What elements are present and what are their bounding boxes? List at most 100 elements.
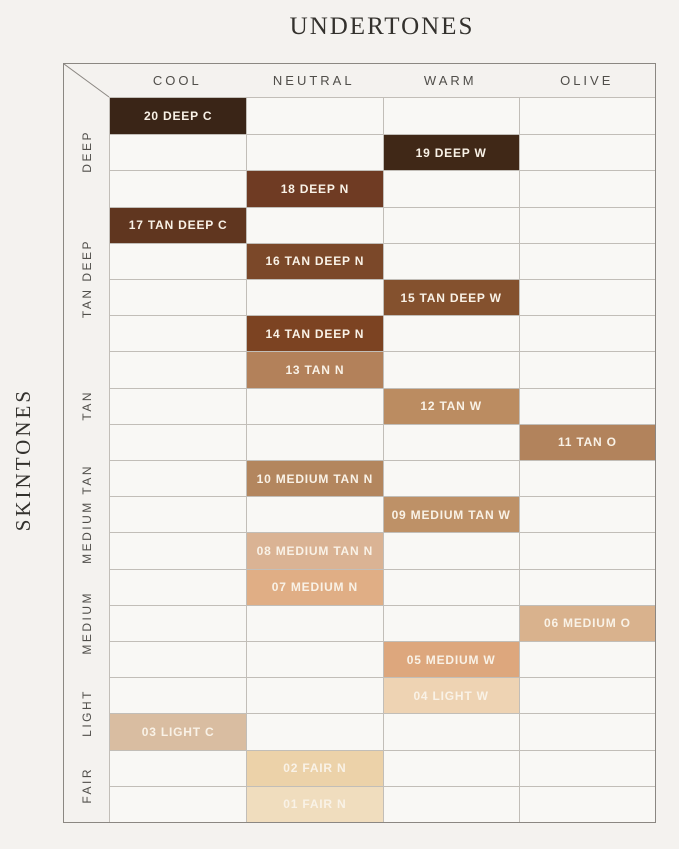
grid-cell [246, 134, 383, 171]
skintone-group-column: DEEP TAN DEEP TAN MEDIUM TAN MEDIUM LIGHT FAIR [64, 97, 109, 822]
shade-swatch: 05 MEDIUM W [383, 642, 519, 678]
grid-cell [382, 460, 519, 497]
skintone-group-light: LIGHT [64, 677, 109, 750]
grid-cell [518, 170, 655, 207]
shade-swatch: 19 DEEP W [383, 135, 519, 171]
undertone-header-olive: OLIVE [560, 73, 614, 88]
grid-cell [518, 641, 655, 678]
shade-swatch: 14 TAN DEEP N [247, 316, 383, 352]
grid-cell [518, 98, 655, 135]
shade-label: 08 MEDIUM TAN N [256, 543, 374, 558]
shade-label: 14 TAN DEEP N [265, 326, 365, 341]
grid-cell: 01 FAIR N [246, 785, 383, 822]
shade-label: 05 MEDIUM W [406, 652, 496, 667]
grid-cell [518, 242, 655, 279]
shade-swatch: 17 TAN DEEP C [110, 207, 247, 243]
grid-cell [246, 98, 382, 135]
grid-cell [382, 315, 519, 352]
shade-swatch: 18 DEEP N [247, 171, 383, 207]
skintone-group-label: MEDIUM [79, 590, 94, 655]
shade-label: 10 MEDIUM TAN N [256, 471, 374, 486]
grid-cell: 03 LIGHT C [110, 713, 247, 750]
shade-swatch: 15 TAN DEEP W [383, 280, 519, 316]
grid-cell [382, 568, 519, 605]
corner-diagonal-line [64, 64, 110, 98]
grid-cell [110, 351, 247, 387]
shade-grid: 20 DEEP C 19 DEEP W 18 DEEP N 17 TAN DEEP C… [109, 97, 655, 822]
grid-cell: 18 DEEP N [246, 170, 383, 207]
grid-cell [110, 423, 247, 460]
grid-cell [110, 170, 247, 206]
shade-label: 17 TAN DEEP C [128, 218, 228, 233]
shade-label: 04 LIGHT W [413, 688, 489, 703]
grid-cell [110, 532, 247, 568]
grid-cell [246, 279, 383, 316]
shade-label: 16 TAN DEEP N [265, 254, 365, 269]
grid-cell [110, 785, 247, 822]
grid-cell: 07 MEDIUM N [246, 568, 383, 605]
grid-cell: 19 DEEP W [382, 134, 519, 171]
grid-cell [518, 785, 655, 822]
shade-swatch: 11 TAN O [519, 424, 655, 460]
grid-cell [518, 206, 655, 243]
grid-cell [110, 315, 247, 351]
grid-cell [382, 532, 519, 569]
grid-cell [518, 532, 655, 569]
grid-cell [110, 604, 247, 641]
skintone-group-label: MEDIUM TAN [79, 463, 94, 564]
skintone-group-tan-deep: TAN DEEP [64, 206, 109, 351]
grid-cell [110, 677, 247, 713]
skintones-axis-label: SKINTONES [2, 97, 44, 823]
shade-swatch: 16 TAN DEEP N [247, 243, 383, 279]
grid-cell: 14 TAN DEEP N [246, 315, 383, 352]
grid-cell: 10 MEDIUM TAN N [246, 460, 383, 497]
undertone-header-neutral: NEUTRAL [272, 73, 355, 88]
grid-cell [246, 713, 383, 750]
grid-cell [382, 206, 519, 243]
skintone-group-tan: TAN [64, 351, 109, 460]
grid-cell [518, 387, 655, 424]
grid-cell [518, 134, 655, 171]
shade-swatch: 01 FAIR N [247, 786, 383, 822]
grid-cell [110, 641, 247, 677]
grid-cell [246, 641, 383, 678]
shade-label: 20 DEEP C [143, 109, 213, 124]
shade-label: 11 TAN O [557, 435, 617, 450]
skintone-group-label: LIGHT [79, 689, 94, 738]
shade-label: 13 TAN N [285, 362, 345, 377]
shade-swatch: 06 MEDIUM O [519, 605, 655, 641]
grid-cell [518, 713, 655, 750]
undertone-header-cool: COOL [152, 73, 202, 88]
grid-cell [246, 496, 383, 533]
shade-swatch: 08 MEDIUM TAN N [247, 533, 383, 569]
undertone-header-warm: WARM [423, 73, 477, 88]
grid-cell [518, 460, 655, 497]
skintone-group-label: FAIR [79, 767, 94, 805]
grid-cell [382, 713, 519, 750]
skintone-group-label: DEEP [79, 130, 94, 173]
grid-cell [110, 387, 247, 424]
grid-cell: 16 TAN DEEP N [246, 242, 383, 279]
grid-cell [382, 351, 519, 388]
grid-cell: 11 TAN O [518, 423, 655, 460]
chart-title: UNDERTONES [289, 13, 475, 40]
grid-cell: 12 TAN W [382, 387, 519, 424]
grid-cell [382, 749, 519, 786]
grid-cell: 05 MEDIUM W [382, 641, 519, 678]
grid-cell [518, 568, 655, 605]
shade-swatch: 10 MEDIUM TAN N [247, 461, 383, 497]
shade-label: 18 DEEP N [280, 181, 350, 196]
shade-label: 01 FAIR N [283, 797, 347, 812]
grid-cell: 17 TAN DEEP C [110, 206, 247, 243]
grid-cell [246, 206, 383, 243]
skintone-group-label: TAN DEEP [79, 238, 94, 318]
shade-swatch: 04 LIGHT W [383, 678, 519, 714]
grid-cell [382, 604, 519, 641]
shade-swatch: 13 TAN N [247, 352, 383, 388]
shade-label: 03 LIGHT C [141, 724, 215, 739]
skintone-group-medium-tan: MEDIUM TAN [64, 460, 109, 569]
grid-cell: 09 MEDIUM TAN W [382, 496, 519, 533]
skintone-group-medium: MEDIUM [64, 568, 109, 677]
grid-cell [382, 98, 519, 135]
